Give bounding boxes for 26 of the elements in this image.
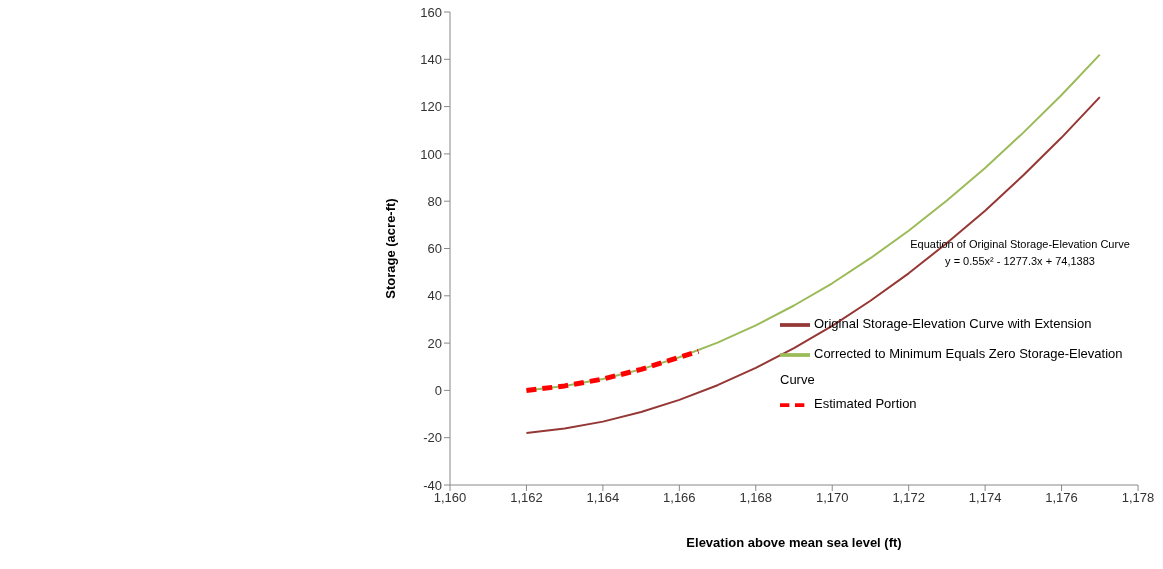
x-axis-title: Elevation above mean sea level (ft) xyxy=(686,535,902,550)
annotation: y = 0.55x² - 1277.3x + 74,1383 xyxy=(944,254,1096,269)
y-tick-label: 100 xyxy=(420,146,442,162)
x-tick-label: 1,166 xyxy=(663,490,696,506)
x-tick-label: 1,176 xyxy=(1045,490,1078,506)
x-tick-label: 1,162 xyxy=(510,490,543,506)
x-tick-label: 1,160 xyxy=(433,490,467,506)
x-tick-label: 1,168 xyxy=(739,490,773,506)
y-tick-label: -20 xyxy=(423,430,442,446)
x-tick-label: 1,178 xyxy=(1121,490,1155,506)
y-axis-title: Storage (acre-ft) xyxy=(382,198,398,299)
y-tick-label: -40 xyxy=(423,477,442,493)
y-tick-label: 20 xyxy=(427,335,442,351)
x-tick-label: 1,170 xyxy=(815,490,849,506)
legend-label: Corrected to Minimum Equals Zero Storage-Elevation Curve xyxy=(780,346,1123,387)
x-tick-label: 1,164 xyxy=(586,490,620,506)
y-tick-label: 40 xyxy=(427,288,442,304)
y-tick-label: 140 xyxy=(420,51,442,67)
x-tick-label: 1,174 xyxy=(968,490,1002,506)
y-tick-label: 0 xyxy=(434,383,442,399)
y-tick-label: 120 xyxy=(420,99,442,115)
y-tick-label: 160 xyxy=(420,4,442,20)
x-tick-label: 1,172 xyxy=(892,490,925,506)
legend-label: Estimated Portion xyxy=(814,396,917,412)
y-tick-label: 60 xyxy=(427,241,442,257)
y-tick-label: 80 xyxy=(427,193,442,209)
